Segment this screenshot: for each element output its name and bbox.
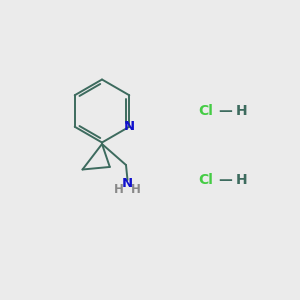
Text: —: — [218, 104, 232, 118]
Text: H: H [236, 173, 247, 187]
Text: H: H [114, 183, 123, 196]
Text: —: — [218, 173, 232, 187]
Text: H: H [236, 104, 247, 118]
Text: Cl: Cl [198, 104, 213, 118]
Text: N: N [124, 120, 135, 133]
Text: Cl: Cl [198, 173, 213, 187]
Text: N: N [122, 177, 133, 190]
Text: H: H [131, 183, 141, 196]
